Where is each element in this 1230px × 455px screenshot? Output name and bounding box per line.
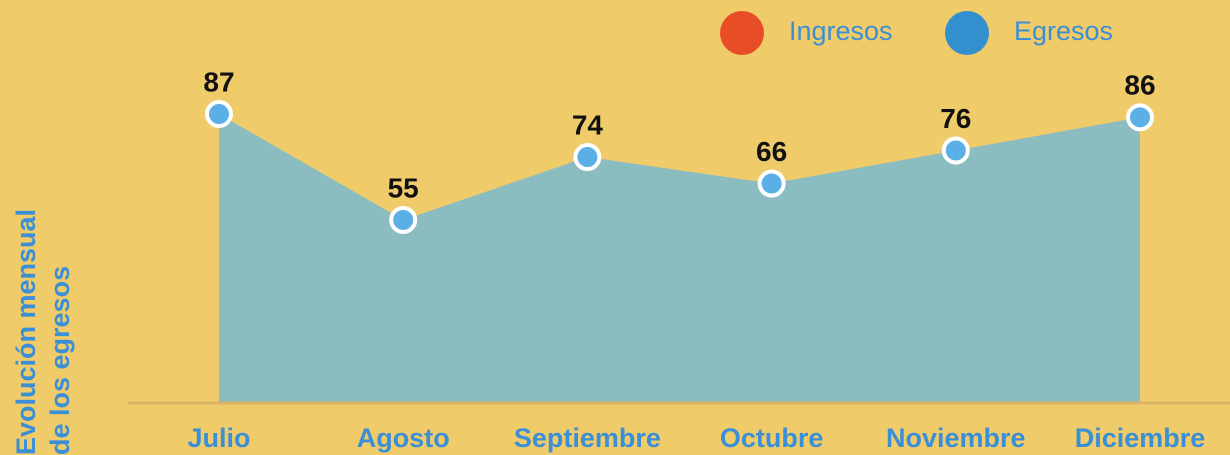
y-axis-label: de los egresos xyxy=(45,266,75,455)
x-tick-label: Diciembre xyxy=(1075,423,1206,453)
data-label: 74 xyxy=(572,109,604,140)
data-label: 55 xyxy=(388,172,419,203)
legend-label: Ingresos xyxy=(789,16,893,46)
point xyxy=(573,143,602,172)
legend-label: Egresos xyxy=(1014,16,1113,46)
x-tick-label: Julio xyxy=(187,423,250,453)
x-tick-label: Octubre xyxy=(720,423,824,453)
x-tick-label: Noviembre xyxy=(886,423,1026,453)
x-tick-label: Agosto xyxy=(357,423,450,453)
x-tick-label: Septiembre xyxy=(514,423,661,453)
data-label: 76 xyxy=(940,103,971,134)
point xyxy=(757,169,786,198)
point xyxy=(1126,103,1154,132)
point xyxy=(941,136,970,165)
data-label: 87 xyxy=(203,66,234,97)
legend-swatch xyxy=(945,11,989,55)
legend-swatch xyxy=(720,11,764,55)
data-label: 66 xyxy=(756,136,787,167)
point xyxy=(389,205,418,234)
point xyxy=(205,100,233,129)
y-axis-label: Evolución mensual xyxy=(11,209,41,455)
data-label: 86 xyxy=(1124,70,1155,101)
area xyxy=(219,114,1140,402)
